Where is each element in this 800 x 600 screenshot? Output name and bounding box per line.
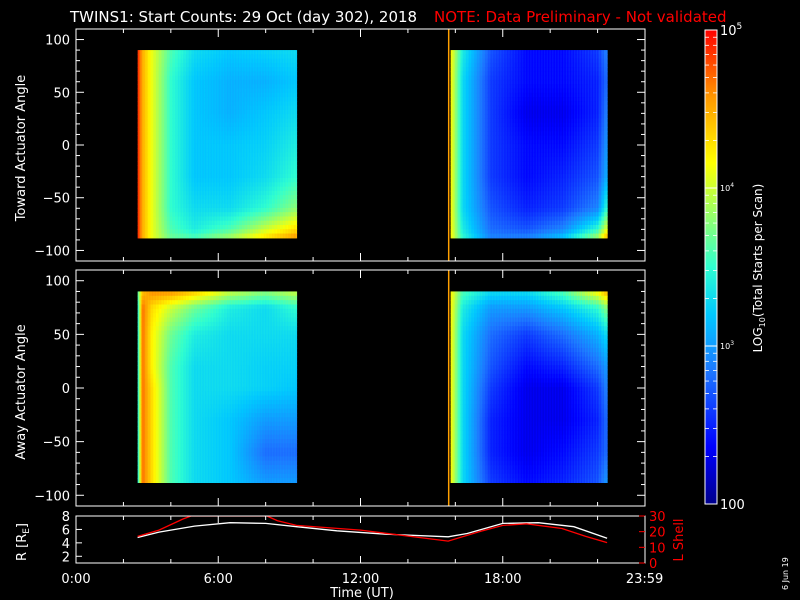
- chart-title: TWINS1: Start Counts: 29 Oct (day 302), …: [69, 8, 417, 26]
- preliminary-note: NOTE: Data Preliminary - Not validated: [434, 8, 727, 26]
